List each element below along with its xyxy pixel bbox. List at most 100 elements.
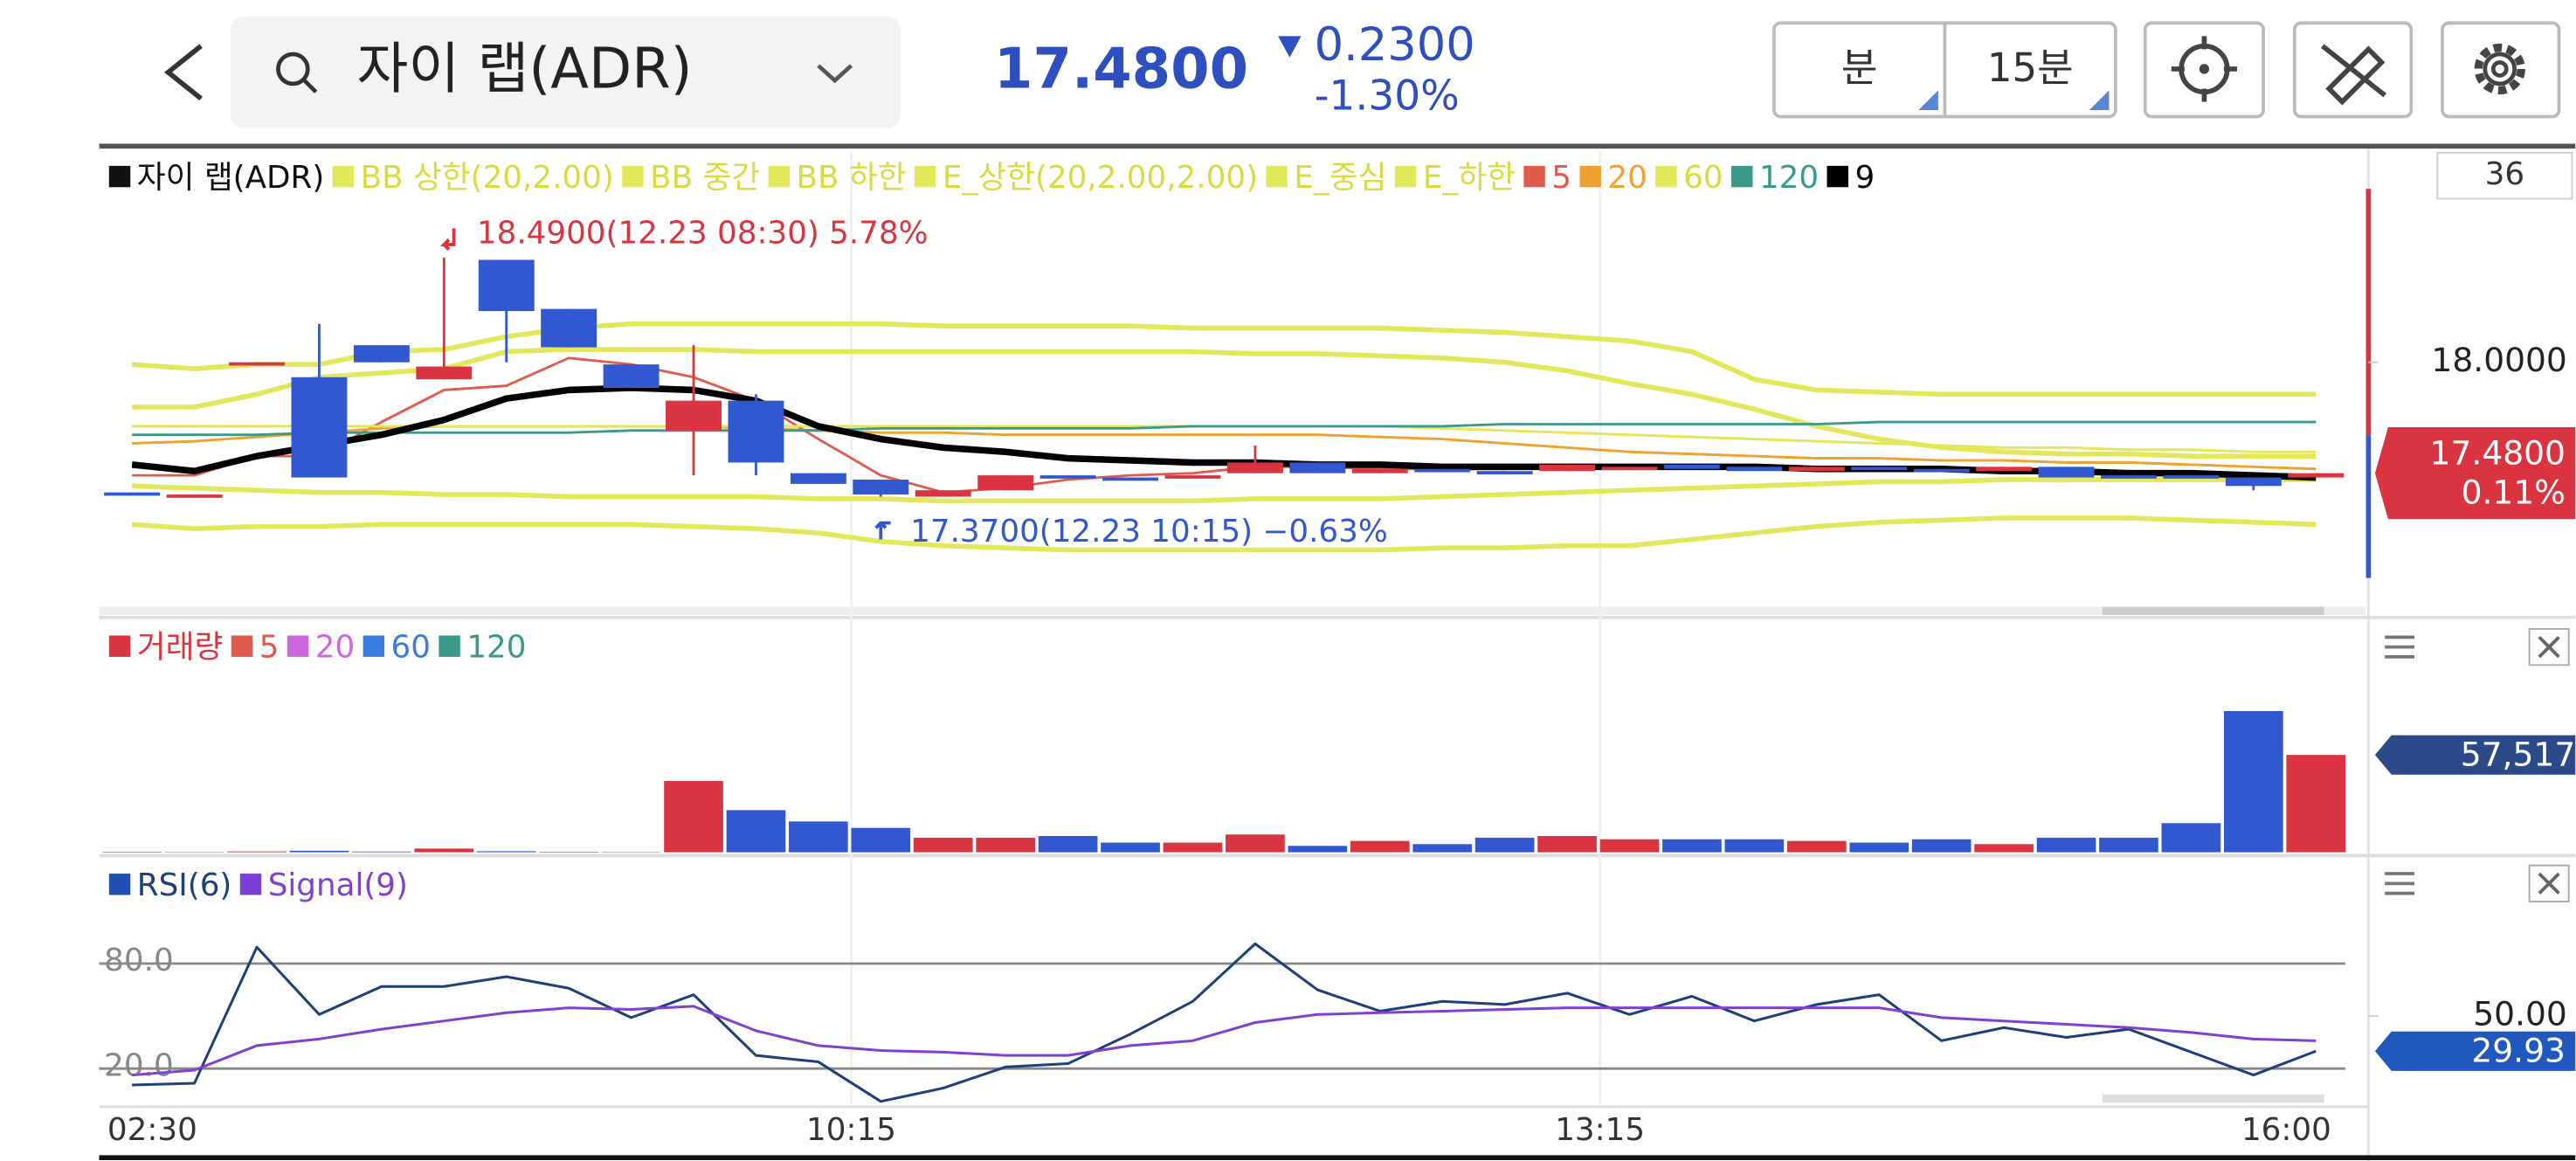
legend-swatch bbox=[108, 165, 131, 188]
search-text: 자이 랩(ADR) bbox=[357, 37, 693, 101]
candle-body bbox=[915, 490, 971, 497]
legend-label: Signal(9) bbox=[268, 867, 408, 903]
volume-bar bbox=[726, 810, 786, 853]
volume-bar bbox=[2286, 755, 2346, 853]
legend-label: BB 상한(20,2.00) bbox=[361, 160, 614, 196]
candle-body bbox=[1601, 466, 1658, 471]
legend-swatch bbox=[332, 165, 355, 188]
indicator-line bbox=[131, 321, 2317, 397]
legend-label: 9 bbox=[1854, 160, 1875, 196]
volume-bar bbox=[2161, 823, 2221, 853]
legend-swatch bbox=[287, 635, 309, 657]
legend-swatch bbox=[108, 874, 131, 895]
legend-label: 60 bbox=[1683, 160, 1723, 196]
rsi-line bbox=[132, 942, 2317, 1103]
volume-bar bbox=[1974, 844, 2034, 853]
volume-bar bbox=[414, 848, 474, 853]
x-tick-label: 13:15 bbox=[1555, 1112, 1645, 1148]
current-change-label: 0.11% bbox=[2462, 473, 2566, 512]
volume-bar bbox=[352, 851, 411, 853]
candle-body bbox=[728, 400, 784, 463]
close-icon bbox=[2538, 872, 2560, 895]
settings-button[interactable] bbox=[2441, 21, 2561, 119]
indicator-line bbox=[132, 347, 2317, 459]
low-arrow bbox=[874, 521, 891, 540]
erase-icon bbox=[2321, 44, 2386, 106]
legend-swatch bbox=[239, 874, 262, 895]
candle-body bbox=[1039, 475, 1096, 479]
candle-body bbox=[790, 473, 846, 484]
period-unit-button[interactable]: 분 bbox=[1841, 45, 1878, 91]
volume-tag-label: 57,517 bbox=[2461, 736, 2576, 774]
candle-body bbox=[104, 492, 161, 496]
legend-label: BB 하한 bbox=[797, 160, 907, 196]
volume-bar bbox=[1537, 836, 1597, 853]
volume-bar bbox=[476, 851, 536, 853]
volume-bar bbox=[1288, 846, 1348, 853]
candle-body bbox=[1913, 468, 1970, 473]
volume-bar bbox=[1849, 842, 1910, 853]
legend-label: RSI(6) bbox=[137, 867, 232, 903]
legend-swatch bbox=[1579, 165, 1601, 188]
volume-bar bbox=[539, 852, 598, 853]
legend-label: E_하한 bbox=[1423, 160, 1516, 196]
x-tick-label: 16:00 bbox=[2241, 1112, 2331, 1148]
legend-swatch bbox=[1827, 165, 1848, 188]
candle-body bbox=[353, 345, 410, 363]
candle-body bbox=[1476, 471, 1533, 474]
candle-body bbox=[1226, 462, 1283, 473]
back-button[interactable] bbox=[163, 44, 203, 100]
dropdown-icon[interactable] bbox=[817, 64, 853, 84]
indicator-line bbox=[132, 420, 2317, 437]
y-tick-label: 80.0 bbox=[104, 943, 174, 978]
volume-bar bbox=[102, 852, 162, 853]
volume-bar bbox=[1226, 834, 1285, 853]
legend-label: E_상한(20,2.00,2.00) bbox=[943, 160, 1258, 196]
volume-bar bbox=[2036, 837, 2096, 853]
corner-mark bbox=[1918, 90, 1938, 110]
candle-body bbox=[1539, 464, 1596, 472]
x-tick-label: 10:15 bbox=[806, 1112, 896, 1148]
volume-bar bbox=[1412, 844, 1473, 853]
candle-body bbox=[853, 479, 909, 495]
candle-body bbox=[1414, 468, 1471, 473]
volume-bar bbox=[1911, 839, 1972, 853]
price-change: 0.2300 bbox=[1315, 18, 1475, 72]
low-annotation: 17.3700(12.23 10:15) −0.63% bbox=[910, 514, 1388, 549]
legend-swatch bbox=[439, 635, 460, 657]
candle-body bbox=[1164, 475, 1221, 479]
legend-label: 거래량 bbox=[137, 630, 224, 666]
candle-body bbox=[2288, 473, 2345, 478]
candle-body bbox=[1663, 464, 1720, 469]
button-label: 15분 bbox=[1987, 45, 2074, 91]
volume-bar bbox=[1163, 842, 1223, 853]
y-tick-label: 20.0 bbox=[104, 1047, 174, 1083]
candle-body bbox=[1289, 462, 1346, 473]
volume-bar bbox=[1350, 840, 1410, 853]
candle-body bbox=[2038, 466, 2095, 478]
candle-body bbox=[1851, 466, 1908, 471]
menu-icon[interactable] bbox=[2385, 635, 2415, 895]
legend-label: E_중심 bbox=[1294, 160, 1386, 196]
candle-body bbox=[478, 259, 535, 312]
down-triangle bbox=[1278, 36, 1302, 58]
search-icon bbox=[302, 79, 318, 93]
y-tick-label: 18.0000 bbox=[2431, 341, 2566, 379]
gear-icon bbox=[2490, 60, 2509, 78]
legend-swatch bbox=[1266, 165, 1288, 188]
legend-swatch bbox=[363, 635, 385, 657]
period-button[interactable]: 15분 bbox=[1987, 45, 2074, 91]
close-icon bbox=[2538, 636, 2560, 659]
volume-bar bbox=[2099, 837, 2158, 853]
legend-swatch bbox=[622, 165, 644, 188]
candle-body bbox=[541, 308, 597, 348]
legend-label: 자이 랩(ADR) bbox=[137, 160, 324, 196]
rsi-tag bbox=[2374, 1031, 2576, 1071]
indicator-line bbox=[131, 515, 2317, 553]
volume-bar bbox=[851, 827, 911, 853]
legend-label: 120 bbox=[466, 630, 526, 666]
rsi-line bbox=[132, 1005, 2317, 1077]
search-box[interactable] bbox=[230, 16, 901, 128]
volume-bar bbox=[1786, 840, 1847, 853]
candle-body bbox=[1726, 466, 1783, 472]
